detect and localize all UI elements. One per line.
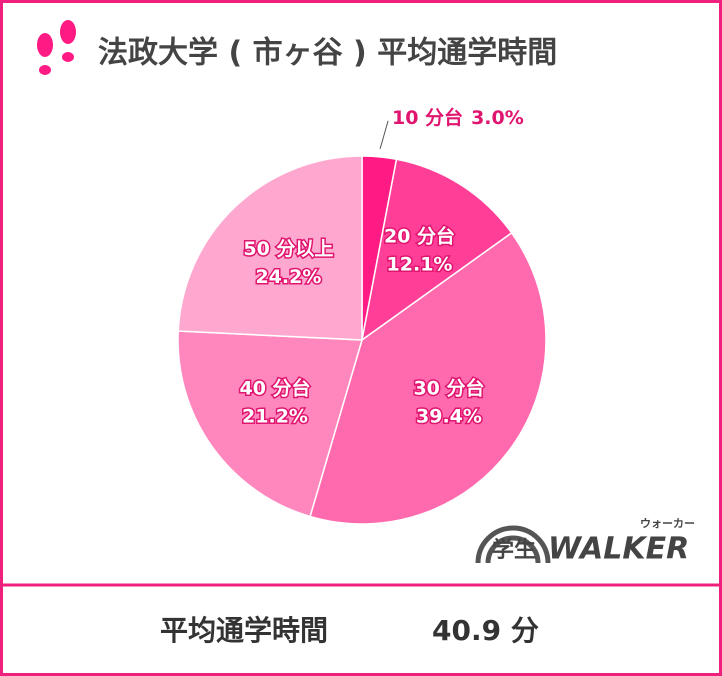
category-label: 20 分台 [384,225,455,248]
logo: 学生 WALKER ウォーカー [475,517,695,567]
slice-label: 10 分台 3.0% [392,106,524,129]
category-label: 30 分台 [413,376,484,399]
pie: 10 分台 3.0% 20 分台 12.1% 30 分台 39.4% 40 分台 21.2% 5… [177,106,547,525]
leader-line [379,120,389,149]
category-label: 50 分以上 [243,238,333,260]
pie-slice [360,158,513,342]
value-label: 12.1% [387,254,453,276]
logo-brand: WALKER [548,532,689,567]
pie-slice [177,155,363,341]
footer-label: 平均通学時間 [160,614,328,647]
pie-slice [309,231,547,525]
pie-slice [177,330,363,518]
value-label: 3.0% [471,107,524,129]
logo-kana: ウォーカー [640,517,695,530]
value-label: 39.4% [416,405,482,427]
category-label: 40 分台 [239,376,310,399]
value-label: 24.2% [255,266,321,288]
footprints-icon [37,20,76,75]
category-label: 10 分台 [392,106,463,129]
value-label: 21.2% [242,405,308,427]
logo-kanji: 学生 [492,537,536,563]
footer-value: 40.9 分 [432,614,539,647]
chart-title: 法政大学 ( 市ヶ谷 ) 平均通学時間 [98,36,557,71]
